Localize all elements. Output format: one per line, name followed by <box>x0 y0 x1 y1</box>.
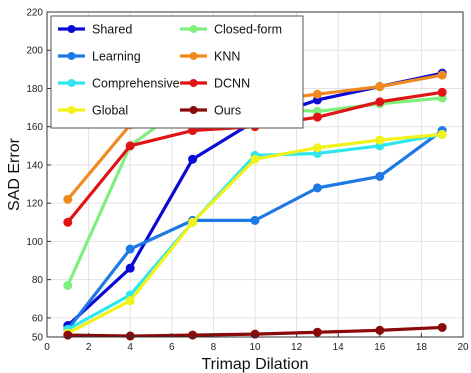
legend-item: Global <box>58 104 128 118</box>
data-point <box>188 154 198 164</box>
series-global <box>63 129 447 338</box>
tick-labels: 0 2 4 6 8 10 12 14 16 18 20 50 60 80 100 120 140 160 180 20… <box>26 8 469 354</box>
legend-item: Closed-form <box>180 23 282 37</box>
legend-swatch-marker <box>67 79 76 87</box>
x-tick-label: 6 <box>169 342 175 353</box>
data-point <box>375 135 385 145</box>
data-point <box>437 129 447 139</box>
legend-label: Ours <box>214 104 241 118</box>
legend-label: Closed-form <box>214 23 282 37</box>
legend-item: Ours <box>180 104 241 118</box>
x-tick-label: 0 <box>44 342 50 353</box>
y-tick-label: 60 <box>32 313 44 324</box>
x-tick-label: 16 <box>374 342 386 353</box>
x-tick-label: 2 <box>86 342 92 353</box>
legend-label: Shared <box>92 23 132 37</box>
y-tick-label: 200 <box>26 46 43 57</box>
legend-swatch-marker <box>67 52 76 60</box>
legend-label: Comprehensive <box>92 77 180 91</box>
data-point <box>312 143 322 153</box>
x-tick-label: 14 <box>333 342 345 353</box>
y-tick-label: 100 <box>26 237 43 248</box>
legend-swatch-marker <box>189 25 198 33</box>
data-point <box>312 112 322 122</box>
legend-label: DCNN <box>214 77 250 91</box>
data-point <box>375 82 385 92</box>
legend: Shared Learning Comprehensive Global Closed-… <box>50 15 304 129</box>
data-point <box>437 70 447 80</box>
x-tick-label: 18 <box>416 342 428 353</box>
y-tick-label: 80 <box>32 275 44 286</box>
y-tick-label: 140 <box>26 160 43 171</box>
data-point <box>125 296 135 306</box>
data-point <box>312 89 322 99</box>
legend-swatch-marker <box>189 106 198 114</box>
legend-swatch-marker <box>67 25 76 33</box>
y-axis-label: SAD Error <box>6 137 23 211</box>
legend-item: KNN <box>180 50 240 64</box>
legend-label: Learning <box>92 50 141 64</box>
data-point <box>312 327 322 337</box>
y-tick-label: 120 <box>26 199 43 210</box>
data-point <box>437 322 447 332</box>
data-point <box>63 280 73 290</box>
data-point <box>188 330 198 340</box>
legend-box <box>50 15 304 129</box>
y-tick-label: 220 <box>26 8 43 19</box>
data-point <box>125 263 135 273</box>
legend-item: DCNN <box>180 77 250 91</box>
legend-label: Global <box>92 104 128 118</box>
data-point <box>437 87 447 97</box>
data-point <box>312 183 322 193</box>
y-tick-label: 50 <box>32 333 44 344</box>
data-point <box>375 97 385 107</box>
y-tick-label: 180 <box>26 84 43 95</box>
data-point <box>375 171 385 181</box>
legend-item: Comprehensive <box>58 77 180 91</box>
data-point <box>188 217 198 227</box>
legend-item: Learning <box>58 50 141 64</box>
legend-swatch-marker <box>189 52 198 60</box>
data-point <box>63 217 73 227</box>
data-point <box>250 154 260 164</box>
x-tick-label: 20 <box>457 342 469 353</box>
legend-swatch-marker <box>67 106 76 114</box>
y-tick-label: 160 <box>26 122 43 133</box>
x-tick-label: 12 <box>291 342 303 353</box>
data-point <box>125 141 135 151</box>
x-tick-label: 10 <box>249 342 261 353</box>
data-point <box>250 215 260 225</box>
x-tick-label: 8 <box>211 342 217 353</box>
x-axis-label: Trimap Dilation <box>202 356 309 373</box>
data-point <box>63 194 73 204</box>
data-point <box>125 244 135 254</box>
legend-swatch-marker <box>189 79 198 87</box>
legend-label: KNN <box>214 50 240 64</box>
data-point <box>63 330 73 340</box>
x-tick-label: 4 <box>127 342 133 353</box>
legend-item: Shared <box>58 23 132 37</box>
